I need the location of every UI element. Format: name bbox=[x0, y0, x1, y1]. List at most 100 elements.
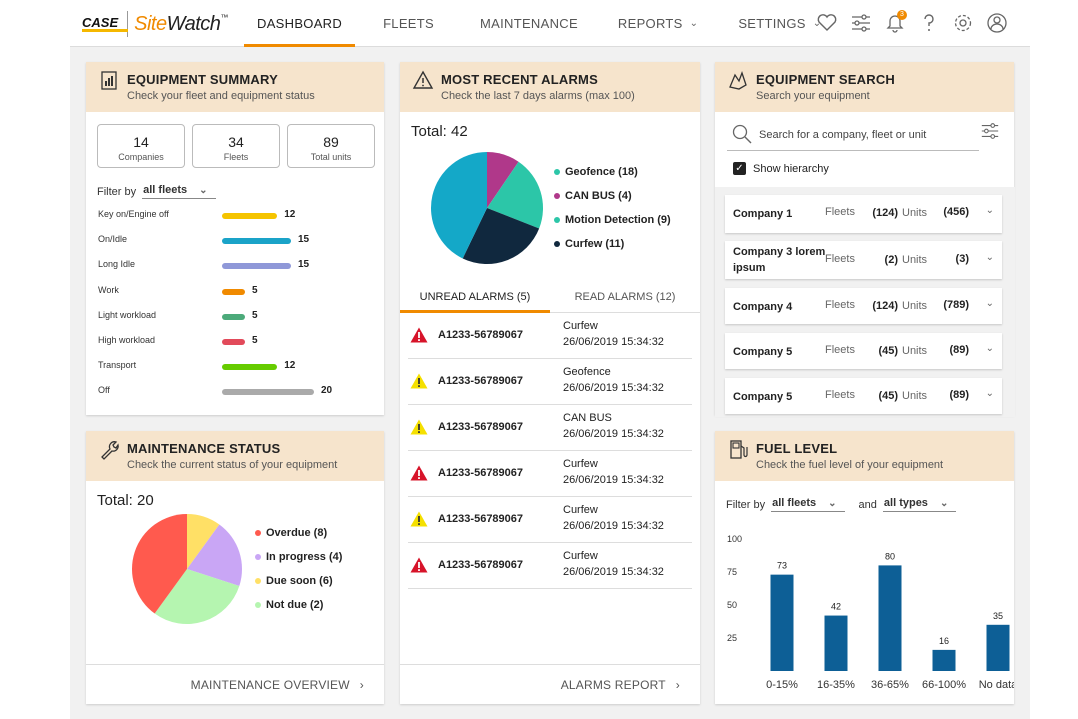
alert-red-icon bbox=[410, 327, 428, 343]
tab-read-alarms[interactable]: READ ALARMS (12) bbox=[550, 281, 700, 313]
wrench-icon bbox=[101, 441, 119, 460]
recent-alarms-card: MOST RECENT ALARMS Check the last 7 days… bbox=[400, 62, 700, 704]
bar[interactable] bbox=[932, 649, 956, 671]
equipment-status-row[interactable]: Long Idle 15 bbox=[98, 259, 368, 273]
alert-red-icon bbox=[410, 557, 428, 573]
stat-fleets[interactable]: 34 Fleets bbox=[192, 124, 280, 168]
user-icon[interactable] bbox=[986, 10, 1008, 36]
search-placeholder: Search for a company, fleet or unit bbox=[759, 129, 927, 141]
nav-reports[interactable]: REPORTS ⌄ bbox=[596, 0, 720, 47]
card-header: EQUIPMENT SUMMARY Check your fleet and e… bbox=[86, 62, 384, 112]
status-label: Key on/Engine off bbox=[98, 209, 169, 219]
help-icon[interactable] bbox=[918, 10, 940, 36]
search-input[interactable]: Search for a company, fleet or unit bbox=[727, 119, 979, 151]
bar[interactable] bbox=[878, 565, 902, 671]
maintenance-overview-link[interactable]: MAINTENANCE OVERVIEW › bbox=[86, 664, 384, 704]
units-count: (789) bbox=[943, 299, 969, 311]
maintenance-legend: Overdue (8) In progress (4) Due soon (6)… bbox=[255, 521, 342, 617]
company-name: Company 1 bbox=[733, 208, 793, 220]
bar-value-label: 16 bbox=[939, 636, 949, 646]
company-row[interactable]: Company 1 Fleets (124) Units (456) ⌄ bbox=[725, 195, 1002, 233]
fleets-label: Fleets bbox=[825, 389, 855, 401]
warning-icon bbox=[412, 70, 434, 89]
nav-settings[interactable]: SETTINGS ⌄ bbox=[720, 0, 839, 47]
alarm-row[interactable]: A1233-56789067 Curfew 26/06/2019 15:34:32 bbox=[408, 543, 692, 589]
filter-label: Filter by bbox=[97, 185, 137, 198]
tab-unread-alarms[interactable]: UNREAD ALARMS (5) bbox=[400, 281, 550, 313]
nav-fleets[interactable]: FLEETS bbox=[355, 0, 462, 47]
chevron-down-icon: ⌄ bbox=[939, 497, 949, 509]
sitewatch-watch: Watch bbox=[166, 12, 221, 35]
alarms-report-link[interactable]: ALARMS REPORT › bbox=[400, 664, 700, 704]
pie-slice bbox=[154, 569, 240, 624]
stat-value: 34 bbox=[228, 134, 244, 150]
checkbox-checked-icon: ✓ bbox=[733, 162, 746, 175]
legend-dot bbox=[554, 217, 560, 223]
bar[interactable] bbox=[770, 574, 794, 671]
equipment-status-row[interactable]: Transport 12 bbox=[98, 360, 368, 374]
alarms-legend: Geofence (18) CAN BUS (4) Motion Detecti… bbox=[554, 160, 671, 256]
alarm-row[interactable]: A1233-56789067 CAN BUS 26/06/2019 15:34:32 bbox=[408, 405, 692, 451]
fleet-filter: Filter by all fleets ⌄ bbox=[97, 184, 216, 199]
main-nav: DASHBOARD FLEETS MAINTENANCE REPORTS ⌄ SE… bbox=[244, 0, 839, 47]
stat-label: Companies bbox=[118, 152, 164, 162]
alarm-row[interactable]: A1233-56789067 Geofence 26/06/2019 15:34:3… bbox=[408, 359, 692, 405]
status-bar bbox=[222, 389, 314, 396]
equipment-status-row[interactable]: On/Idle 15 bbox=[98, 234, 368, 248]
gear-icon[interactable] bbox=[952, 10, 974, 36]
alarm-row[interactable]: A1233-56789067 Curfew 26/06/2019 15:34:32 bbox=[408, 497, 692, 543]
company-row[interactable]: Company 5 Fleets (45) Units (89) ⌄ bbox=[725, 333, 1002, 369]
bar[interactable] bbox=[824, 615, 848, 671]
nav-dashboard[interactable]: DASHBOARD bbox=[244, 0, 356, 47]
unit-id: A1233-56789067 bbox=[438, 421, 524, 433]
checkbox-label: Show hierarchy bbox=[753, 162, 829, 175]
nav-maintenance[interactable]: MAINTENANCE bbox=[462, 0, 596, 47]
maintenance-total: Total: 20 bbox=[97, 492, 154, 509]
chevron-down-icon: ⌄ bbox=[812, 18, 822, 29]
alarm-datetime: 26/06/2019 15:34:32 bbox=[563, 474, 664, 486]
card-title: EQUIPMENT SEARCH bbox=[756, 72, 895, 87]
legend-dot bbox=[255, 554, 261, 560]
heart-icon[interactable] bbox=[816, 10, 838, 36]
fuel-filters: Filter by all fleets ⌄ and all types ⌄ bbox=[726, 497, 957, 512]
legend-label: Curfew (11) bbox=[565, 238, 625, 250]
company-row[interactable]: Company 5 Fleets (45) Units (89) ⌄ bbox=[725, 378, 1002, 414]
logo[interactable]: CASE SiteWatch™ bbox=[82, 8, 228, 40]
alarm-row[interactable]: A1233-56789067 Curfew 26/06/2019 15:34:32 bbox=[408, 451, 692, 497]
card-header: MAINTENANCE STATUS Check the current sta… bbox=[86, 431, 384, 481]
alarm-row[interactable]: A1233-56789067 Curfew 26/06/2019 15:34:32 bbox=[408, 313, 692, 359]
show-hierarchy-checkbox[interactable]: ✓ Show hierarchy bbox=[733, 162, 829, 175]
alert-yellow-icon bbox=[410, 373, 428, 389]
app: CASE SiteWatch™ DASHBOARD FLEETS MAINTEN… bbox=[70, 0, 1030, 719]
equipment-status-row[interactable]: High workload 5 bbox=[98, 335, 368, 349]
fleets-label: Fleets bbox=[825, 253, 855, 265]
equipment-status-row[interactable]: Off 20 bbox=[98, 385, 368, 399]
equipment-status-row[interactable]: Light workload 5 bbox=[98, 310, 368, 324]
legend-label: CAN BUS (4) bbox=[565, 190, 632, 202]
company-row[interactable]: Company 4 Fleets (124) Units (789) ⌄ bbox=[725, 288, 1002, 324]
fleet-filter-select[interactable]: all fleets ⌄ bbox=[142, 184, 216, 199]
alert-yellow-icon bbox=[410, 511, 428, 527]
status-label: Work bbox=[98, 284, 119, 295]
alarm-datetime: 26/06/2019 15:34:32 bbox=[563, 382, 664, 394]
fleets-count: (124) bbox=[872, 207, 898, 219]
stat-companies[interactable]: 14 Companies bbox=[97, 124, 185, 168]
type-filter-select[interactable]: all types ⌄ bbox=[882, 497, 957, 512]
x-category-label: No data bbox=[979, 679, 1014, 691]
filter-sliders-icon[interactable] bbox=[980, 120, 1000, 142]
card-subtitle: Check the fuel level of your equipment bbox=[756, 459, 944, 471]
bar[interactable] bbox=[986, 624, 1010, 671]
bell-icon[interactable]: 3 bbox=[884, 10, 907, 36]
fleet-filter-select[interactable]: all fleets ⌄ bbox=[771, 497, 845, 512]
status-count: 5 bbox=[252, 309, 258, 321]
equipment-status-row[interactable]: Work 5 bbox=[98, 285, 368, 299]
filter-sliders-icon[interactable] bbox=[850, 10, 872, 36]
header-icons: 3 bbox=[816, 10, 1008, 36]
chevron-down-icon: ⌄ bbox=[689, 18, 699, 29]
stat-total-units[interactable]: 89 Total units bbox=[287, 124, 375, 168]
legend-label: Due soon (6) bbox=[266, 575, 333, 587]
link-label: MAINTENANCE OVERVIEW bbox=[190, 678, 350, 692]
company-row[interactable]: Company 3 lorem ipsum Fleets (2) Units (3) ⌄ bbox=[725, 241, 1002, 279]
equipment-status-row[interactable]: Key on/Engine off 12 bbox=[98, 209, 368, 223]
legend-item: Overdue (8) bbox=[255, 521, 342, 545]
